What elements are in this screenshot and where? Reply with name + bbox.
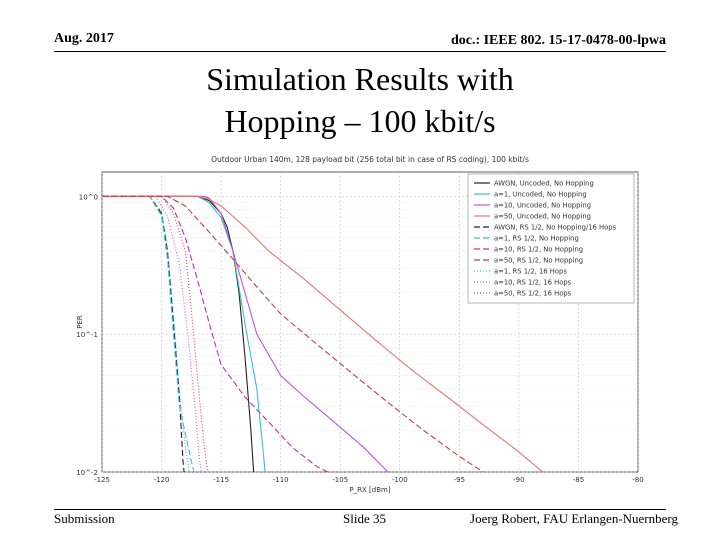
series-line-4 [102,195,544,472]
series-line-6 [102,195,195,472]
y-tick-label: 10^-1 [76,331,98,339]
footer-submission: Submission [54,511,115,526]
x-tick-label: -110 [273,476,289,484]
series-line-8 [102,195,486,472]
per-chart: Outdoor Urban 140m, 128 payload bit (256… [70,150,650,495]
legend-entry: a=1, RS 1/2, 16 Hops [494,268,567,276]
series-line-10 [102,195,202,472]
legend-box [467,173,635,304]
series-group [102,195,544,472]
slide-title: Simulation Results with Hopping – 100 kb… [120,58,600,142]
header-divider [54,51,666,52]
legend-entry: a=10, Uncoded, No Hopping [494,202,591,210]
x-tick-label: -85 [573,476,584,484]
slide-title-line2: Hopping – 100 kbit/s [224,103,496,139]
footer-author: Joerg Robert, FAU Erlangen-Nuernberg [470,511,678,526]
y-tick-label: 10^-2 [76,469,98,477]
series-line-7 [102,195,329,472]
legend-entry: a=10, RS 1/2, 16 Hops [494,279,572,287]
header-doc-id: doc.: IEEE 802. 15-17-0478-00-lpwa [450,33,666,48]
series-line-1 [102,195,255,472]
legend-entry: a=50, Uncoded, No Hopping [494,213,591,221]
chart-title: Outdoor Urban 140m, 128 payload bit (256… [211,155,529,164]
footer-divider [54,509,666,510]
x-axis-label: P_RX [dBm] [349,486,390,494]
legend-entry: a=50, RS 1/2, No Hopping [494,257,583,265]
series-line-9 [102,195,190,472]
legend-entry: AWGN, Uncoded, No Hopping [494,180,594,188]
series-line-3 [102,195,389,472]
legend-entry: a=1, RS 1/2, No Hopping [494,235,579,243]
legend-entry: a=50, RS 1/2, 16 Hops [494,290,572,298]
y-axis-label: PER [76,315,84,329]
slide-title-line1: Simulation Results with [206,61,514,97]
x-tick-label: -95 [454,476,465,484]
x-tick-label: -80 [632,476,643,484]
per-chart-svg: Outdoor Urban 140m, 128 payload bit (256… [76,155,644,494]
x-tick-label: -90 [513,476,524,484]
y-tick-label: 10^0 [79,193,98,201]
x-tick-label: -115 [213,476,229,484]
x-tick-label: -120 [154,476,170,484]
series-line-5 [102,195,185,472]
legend-entry: AWGN, RS 1/2, No Hopping/16 Hops [494,224,617,232]
legend-entry: a=1, Uncoded, No Hopping [494,191,587,199]
series-line-11 [102,195,209,472]
x-tick-label: -125 [94,476,110,484]
legend-entry: a=10, RS 1/2, No Hopping [494,246,583,254]
header-date: Aug. 2017 [54,31,114,46]
x-tick-label: -100 [392,476,408,484]
footer-slide-number: Slide 35 [343,511,386,526]
x-tick-label: -105 [332,476,348,484]
